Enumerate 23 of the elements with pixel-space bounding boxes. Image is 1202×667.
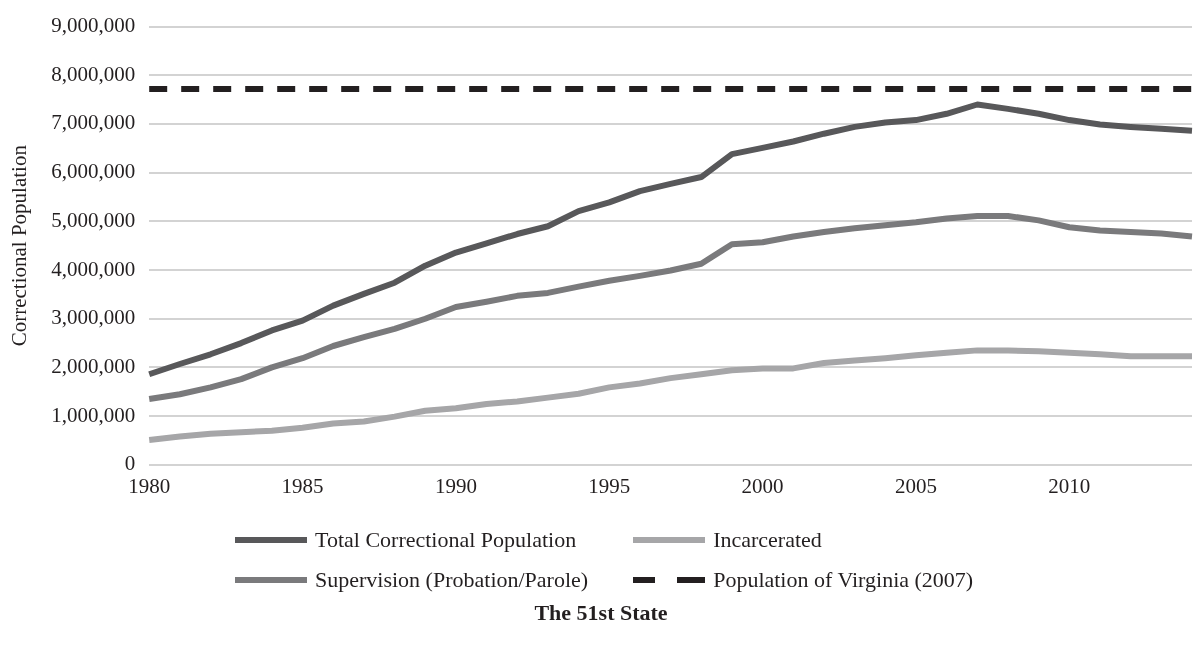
x-tick-label: 1985 (281, 473, 324, 498)
x-tick-label: 2010 (1048, 473, 1091, 498)
x-tick-label: 1980 (128, 473, 171, 498)
y-tick-label: 0 (124, 451, 136, 476)
x-tick-label: 2005 (894, 473, 937, 498)
y-tick-label: 5,000,000 (51, 207, 136, 232)
y-tick-label: 9,000,000 (51, 13, 136, 38)
y-tick-label: 6,000,000 (51, 159, 136, 184)
x-tick-label: 2000 (741, 473, 784, 498)
y-tick-label: 3,000,000 (51, 305, 136, 330)
x-tick-label: 1995 (588, 473, 631, 498)
text: The 51st State (533, 600, 669, 626)
y-tick-label: 2,000,000 (51, 353, 136, 378)
y-tick-label: 1,000,000 (51, 402, 136, 427)
y-tick-label: 7,000,000 (51, 110, 136, 135)
y-axis-title: Correctional Population (7, 144, 32, 347)
y-tick-label: 4,000,000 (51, 256, 136, 281)
legend-label: Supervision (Probation/Parole) (315, 567, 589, 593)
legend-label: Population of Virginia (2007) (713, 567, 974, 593)
x-tick-label: 1990 (434, 473, 477, 498)
legend-label: Total Correctional Population (315, 527, 577, 553)
y-tick-label: 8,000,000 (51, 61, 136, 86)
legend-label: Incarcerated (713, 527, 822, 553)
